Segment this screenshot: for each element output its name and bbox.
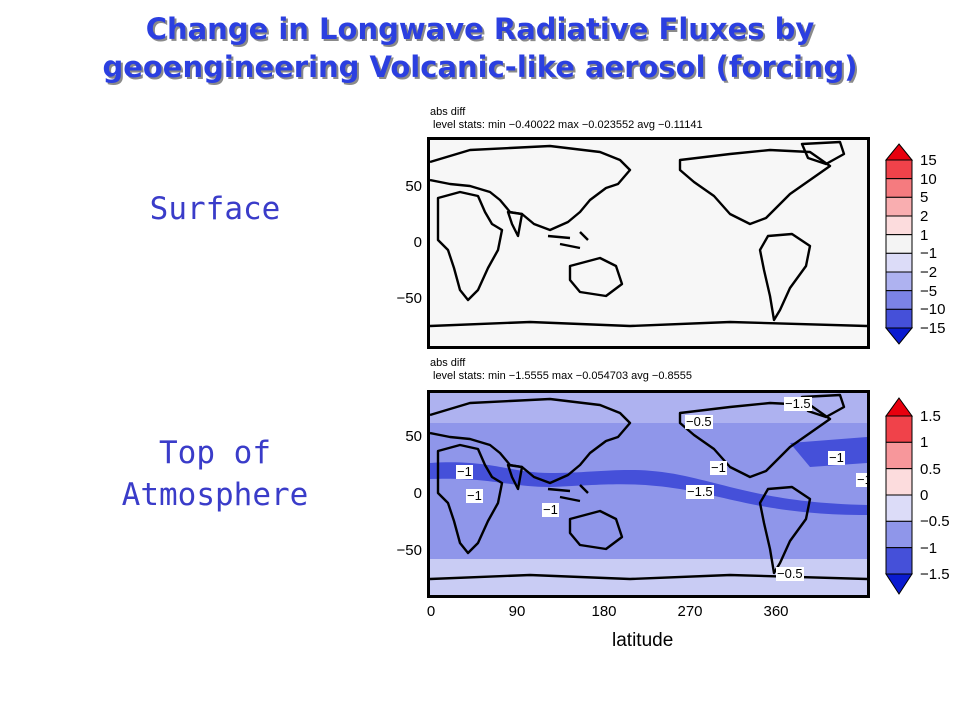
- contour-label: −0.5: [685, 414, 713, 429]
- panel2-xtick: 360: [763, 603, 789, 620]
- contour-label: −0.5: [776, 566, 804, 581]
- contour-label: −1.5: [784, 396, 812, 411]
- panel2-ytick: 50: [405, 428, 422, 445]
- colorbar-label: −0.5: [920, 513, 950, 531]
- colorbar-swatch: [885, 520, 913, 549]
- colorbar-label: −15: [920, 320, 946, 337]
- title-line-1: Change in Longwave Radiative Fluxes by: [145, 12, 815, 46]
- title-line-2: geoengineering Volcanic-like aerosol (fo…: [102, 50, 858, 84]
- panel1-ytick: 0: [413, 234, 422, 251]
- colorbar-label: 15: [920, 152, 937, 169]
- colorbar-swatch: [885, 290, 913, 310]
- colorbar-label: −1.5: [920, 566, 950, 583]
- colorbar-swatch: [885, 494, 913, 522]
- colorbar-swatch: [885, 547, 913, 575]
- panel2-tropical-band: [430, 462, 867, 515]
- contour-label: −1: [856, 473, 867, 487]
- indonesia-outline: [547, 231, 589, 250]
- colorbar-swatch: [885, 252, 913, 273]
- colorbar-label: −1: [920, 539, 938, 557]
- colorbar-label: 0: [920, 487, 929, 504]
- slide-title: Change in Longwave Radiative Fluxes by g…: [0, 10, 960, 86]
- panel1-coastlines: [430, 140, 867, 328]
- colorbar-swatch: [885, 271, 913, 292]
- colorbar-label: −10: [920, 301, 946, 319]
- cbar2-seg: [885, 573, 913, 595]
- panel2-map: −1 −1 −1 −0.5 −1 −1.5 −1 −1 −1.5 −0.5: [427, 390, 870, 598]
- panel2-header-title: abs diff: [430, 357, 466, 369]
- x-axis-title: latitude: [612, 630, 674, 651]
- eurasia-outline: [430, 144, 632, 232]
- panel1-ytick: −50: [396, 290, 422, 307]
- panel2-ytick: −50: [396, 542, 422, 559]
- colorbar-label: 0.5: [920, 460, 941, 478]
- cbar1-seg: [884, 327, 914, 345]
- panel1-ytick: 50: [405, 178, 422, 195]
- colorbar-label: −2: [920, 264, 938, 281]
- panel1-header-title: abs diff: [430, 106, 466, 118]
- panel1-map: [427, 137, 870, 349]
- australia-outline: [568, 256, 624, 298]
- panel2-xtick: 90: [508, 603, 526, 620]
- panel2-field: [430, 393, 867, 595]
- colorbar-swatch: [885, 178, 913, 198]
- panel2-xtick: 0: [426, 603, 436, 620]
- cbar1-seg: [884, 143, 914, 161]
- colorbar-swatch: [885, 468, 913, 496]
- colorbar-label: 10: [920, 170, 937, 188]
- colorbar-label: −5: [920, 282, 938, 300]
- colorbar-swatch: [885, 215, 913, 236]
- colorbar-swatch: [885, 234, 913, 254]
- south-america-outline: [758, 232, 812, 322]
- contour-label: −1: [828, 450, 845, 465]
- contour-label: −1: [710, 460, 727, 475]
- colorbar-label: 2: [920, 208, 929, 225]
- north-america-outline: [678, 148, 832, 226]
- colorbar-label: 1: [920, 434, 929, 452]
- toa-label-line-1: Top of: [159, 435, 271, 471]
- colorbar-label: 5: [920, 189, 929, 207]
- surface-label: Surface: [149, 191, 281, 227]
- panel2-xtick: 270: [677, 603, 703, 620]
- panel1-colorbar: [884, 143, 914, 345]
- panel2-header-stats: level stats: min −1.5555 max −0.054703 a…: [433, 370, 692, 382]
- cbar2-seg: [885, 397, 913, 417]
- panel2-xtick: 180: [591, 603, 617, 620]
- antarctica-outline: [430, 320, 867, 328]
- contour-label: −1: [466, 488, 483, 503]
- greenland-outline: [800, 140, 846, 166]
- colorbar-swatch: [885, 415, 913, 443]
- colorbar-label: 1: [920, 226, 929, 244]
- panel1-header-stats: level stats: min −0.40022 max −0.023552 …: [433, 119, 703, 131]
- colorbar-swatch: [885, 159, 913, 180]
- toa-label: Top of Atmosphere: [95, 432, 335, 516]
- colorbar-swatch: [885, 441, 913, 470]
- colorbar-swatch: [885, 196, 913, 217]
- panel2-ytick: 0: [413, 485, 422, 502]
- panel2-colorbar: [885, 397, 913, 595]
- colorbar-label: 1.5: [920, 408, 941, 425]
- contour-label: −1: [456, 464, 473, 479]
- colorbar-swatch: [885, 308, 913, 329]
- colorbar-label: −1: [920, 245, 938, 263]
- africa-outline: [436, 190, 504, 302]
- contour-label: −1: [542, 502, 559, 517]
- contour-label: −1.5: [686, 484, 714, 499]
- toa-label-line-2: Atmosphere: [121, 477, 309, 513]
- india-outline: [506, 210, 524, 238]
